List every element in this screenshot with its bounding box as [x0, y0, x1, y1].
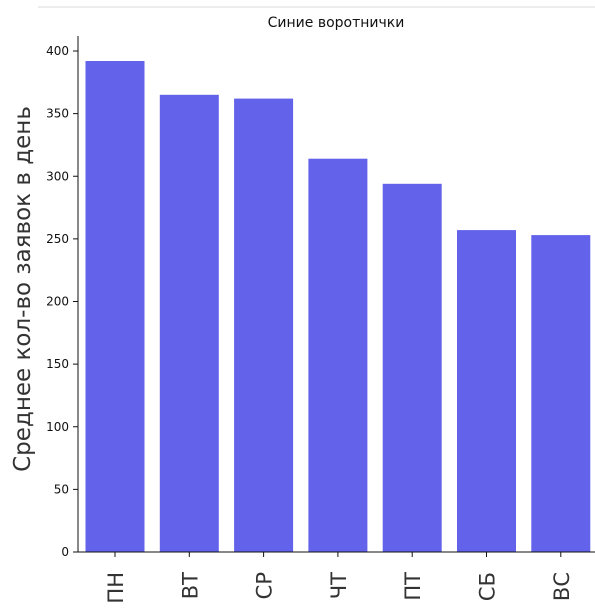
y-tick-label: 250 [46, 232, 69, 246]
y-tick-label: 100 [46, 420, 69, 434]
y-axis-label: Среднее кол-во заявок в день [10, 106, 36, 472]
y-tick-label: 350 [46, 107, 69, 121]
y-tick-label: 400 [46, 44, 69, 58]
x-tick-label: ПН [104, 572, 128, 604]
bar-7 [531, 235, 590, 552]
bar-2 [160, 95, 219, 552]
y-tick-label: 300 [46, 169, 69, 183]
x-tick-label: ПТ [401, 572, 425, 601]
y-tick-label: 50 [54, 482, 69, 496]
y-ticks-group: 0 50 100 150 200 250 300 350 400 [46, 44, 78, 559]
bar-4 [308, 159, 367, 552]
bar-1 [86, 61, 145, 552]
y-tick-label: 200 [46, 295, 69, 309]
bars-group [86, 61, 591, 552]
x-ticks-group: ПН ВТ СР ЧТ ПТ СБ ВС [104, 552, 574, 604]
x-tick-label: ВТ [178, 572, 202, 599]
x-tick-label: СР [253, 572, 277, 599]
x-tick-label: ВС [550, 572, 574, 601]
x-tick-label: ЧТ [327, 572, 351, 599]
y-tick-label: 150 [46, 357, 69, 371]
bar-3 [234, 99, 293, 552]
x-tick-label: СБ [476, 572, 500, 601]
chart-title: Синие воротнички [268, 15, 405, 31]
bar-6 [457, 230, 516, 552]
y-tick-label: 0 [61, 545, 69, 559]
bar-5 [383, 184, 442, 552]
